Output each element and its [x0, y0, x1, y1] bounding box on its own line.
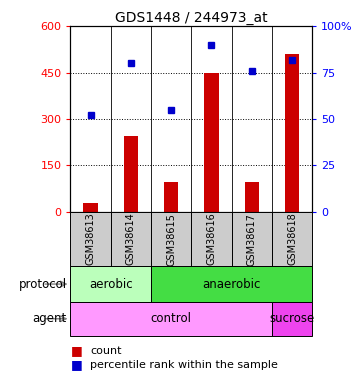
Text: ■: ■	[70, 344, 82, 357]
Bar	[70, 212, 111, 266]
Bar	[83, 202, 97, 212]
Text: agent: agent	[32, 312, 67, 325]
Bar	[272, 302, 312, 336]
Text: aerobic: aerobic	[89, 278, 132, 291]
Bar	[70, 302, 272, 336]
Title: GDS1448 / 244973_at: GDS1448 / 244973_at	[115, 11, 268, 25]
Bar	[232, 212, 272, 266]
Bar	[124, 136, 138, 212]
Text: percentile rank within the sample: percentile rank within the sample	[90, 360, 278, 369]
Text: count: count	[90, 346, 122, 355]
Text: ■: ■	[70, 358, 82, 371]
Bar	[272, 212, 312, 266]
Text: GSM38614: GSM38614	[126, 213, 136, 266]
Bar	[151, 266, 312, 302]
Text: GSM38613: GSM38613	[86, 213, 96, 266]
Bar	[111, 212, 151, 266]
Bar	[151, 212, 191, 266]
Bar	[285, 54, 299, 212]
Text: GSM38617: GSM38617	[247, 213, 257, 266]
Bar	[164, 183, 178, 212]
Bar	[245, 183, 259, 212]
Bar	[191, 212, 232, 266]
Text: GSM38615: GSM38615	[166, 213, 176, 266]
Bar	[204, 73, 218, 212]
Text: GSM38616: GSM38616	[206, 213, 217, 266]
Text: sucrose: sucrose	[269, 312, 315, 325]
Text: anaerobic: anaerobic	[203, 278, 261, 291]
Text: GSM38618: GSM38618	[287, 213, 297, 266]
Text: protocol: protocol	[19, 278, 67, 291]
Bar	[70, 266, 151, 302]
Text: control: control	[151, 312, 192, 325]
